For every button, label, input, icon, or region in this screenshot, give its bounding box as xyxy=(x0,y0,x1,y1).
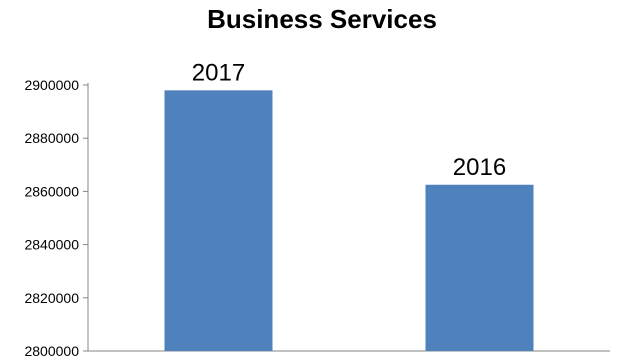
bar-layer xyxy=(164,90,534,351)
data-label-2016: 2016 xyxy=(453,154,506,181)
chart-title: Business Services xyxy=(207,4,437,34)
y-tick-label: 2880000 xyxy=(24,130,79,146)
y-tick-label: 2860000 xyxy=(24,183,79,199)
y-tick-label: 2840000 xyxy=(24,237,79,253)
data-label-layer: 2017 2016 xyxy=(192,59,506,180)
y-tick-label: 2800000 xyxy=(24,343,79,359)
data-label-2017: 2017 xyxy=(192,59,245,86)
y-tick-label: 2820000 xyxy=(24,290,79,306)
y-tick-label: 2900000 xyxy=(24,77,79,93)
bar-2017 xyxy=(164,90,273,351)
bar-2016 xyxy=(425,184,534,351)
